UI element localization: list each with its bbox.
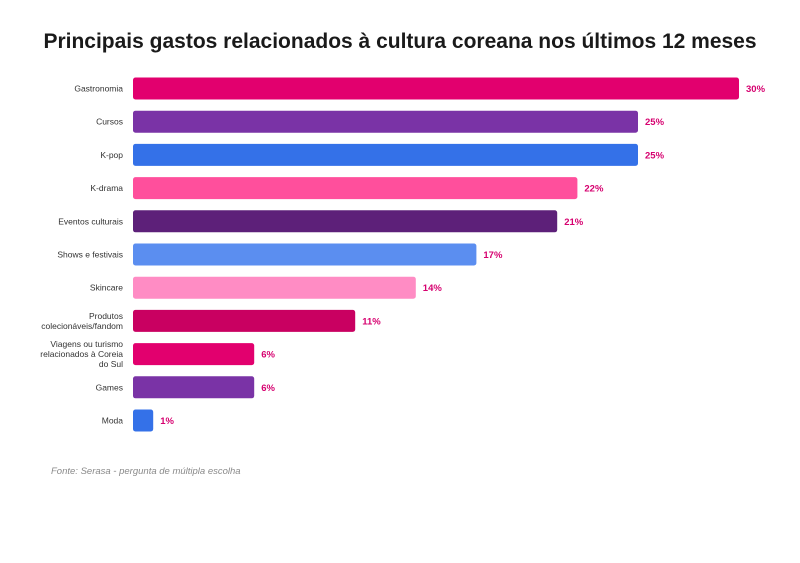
category-label: Games bbox=[96, 382, 123, 392]
bar bbox=[133, 177, 578, 200]
bar bbox=[133, 243, 477, 266]
bar bbox=[133, 343, 255, 366]
category-label: Cursos bbox=[96, 117, 123, 127]
value-label: 6% bbox=[261, 350, 275, 361]
bar bbox=[133, 110, 638, 133]
category-label: Eventos culturais bbox=[58, 216, 123, 226]
value-label: 11% bbox=[362, 316, 381, 327]
category-label: K-pop bbox=[100, 150, 123, 160]
category-label: Produtos colecionáveis/fandom bbox=[41, 311, 123, 331]
value-label: 25% bbox=[645, 117, 665, 128]
value-label: 30% bbox=[746, 84, 766, 95]
value-label: 17% bbox=[483, 250, 503, 261]
value-label: 21% bbox=[564, 217, 584, 228]
category-label: K-drama bbox=[90, 183, 123, 193]
bar bbox=[133, 276, 416, 299]
bar bbox=[133, 309, 356, 332]
source-note: Fonte: Serasa - pergunta de múltipla esc… bbox=[51, 466, 241, 477]
bar bbox=[133, 77, 739, 100]
category-label: Moda bbox=[102, 416, 124, 426]
value-label: 22% bbox=[584, 184, 604, 195]
category-label: Gastronomia bbox=[74, 84, 123, 94]
value-label: 25% bbox=[645, 150, 665, 161]
bar bbox=[133, 376, 255, 399]
bar bbox=[133, 210, 558, 233]
category-label: Shows e festivais bbox=[57, 250, 123, 260]
value-label: 14% bbox=[423, 283, 443, 294]
value-label: 1% bbox=[160, 416, 174, 427]
value-label: 6% bbox=[261, 383, 275, 394]
bar bbox=[133, 143, 638, 166]
bar bbox=[133, 409, 154, 432]
category-label: Viagens ou turismo relacionados à Coreia d… bbox=[40, 339, 123, 369]
category-label: Skincare bbox=[90, 283, 123, 293]
chart-title: Principais gastos relacionados à cultura… bbox=[43, 30, 757, 53]
